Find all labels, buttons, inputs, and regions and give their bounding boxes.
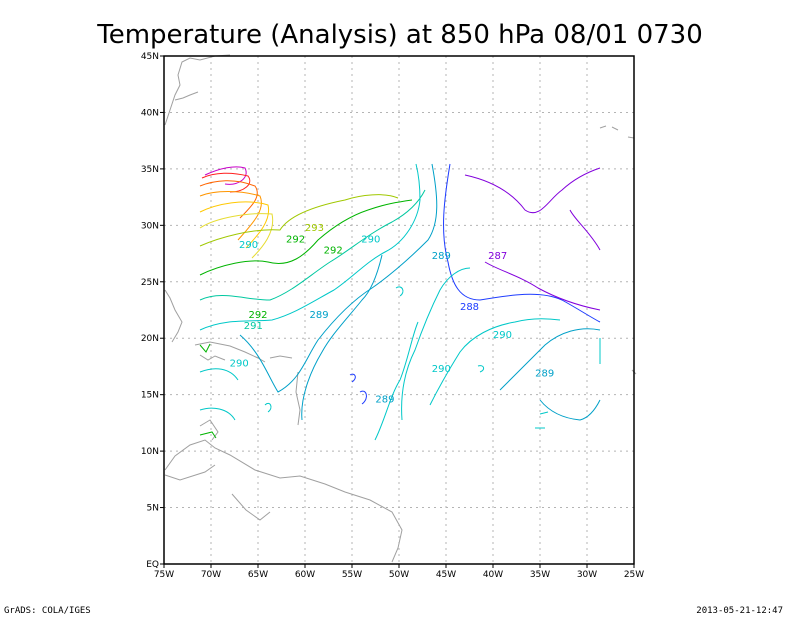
y-tick-label: 10N [141,447,159,457]
x-axis-ticks: 75W 70W 65W 60W 55W 50W 45W 40W 35W 30W 25W [154,564,644,580]
x-tick-label: 60W [295,570,315,580]
y-tick-label: 15N [141,391,159,401]
x-tick-label: 55W [342,570,362,580]
contour-label: 292 [248,310,267,321]
coastlines [164,54,637,563]
contour-label: 289 [310,310,329,321]
x-tick-label: 30W [577,570,597,580]
x-tick-label: 25W [624,570,644,580]
x-tick-label: 35W [530,570,550,580]
x-tick-label: 65W [248,570,268,580]
y-tick-label: 5N [147,504,159,514]
x-tick-label: 40W [483,570,503,580]
contour-label: 289 [375,395,394,406]
x-tick-label: 50W [389,570,409,580]
contour-label: 289 [535,369,554,380]
footer-left: GrADS: COLA/IGES [4,606,91,616]
contour-label: 290 [230,358,249,369]
x-tick-label: 70W [201,570,221,580]
y-tick-label: 45N [141,52,159,62]
contour-label: 291 [244,321,263,332]
contour-label: 293 [305,223,324,234]
y-tick-label: 35N [141,165,159,175]
x-tick-label: 45W [436,570,456,580]
contour-label: 290 [432,364,451,375]
contour-label: 290 [239,240,258,251]
y-tick-label: 20N [141,334,159,344]
footer-right: 2013-05-21-12:47 [696,606,783,616]
grid-lines [164,56,634,564]
contour-label: 292 [324,246,343,257]
y-tick-label: EQ [146,560,159,570]
y-tick-label: 25N [141,278,159,288]
x-tick-label: 75W [154,570,174,580]
y-tick-label: 30N [141,221,159,231]
y-tick-label: 40N [141,108,159,118]
contour-label: 288 [460,302,479,313]
chart-title: Temperature (Analysis) at 850 hPa 08/01 … [96,20,702,50]
contour-label: 289 [432,251,451,262]
contour-label: 290 [493,330,512,341]
contour-lines [199,163,601,441]
contour-label: 290 [361,234,380,245]
contour-label: 287 [488,251,507,262]
contour-label: 292 [286,234,305,245]
y-axis-ticks: EQ 5N 10N 15N 20N 25N 30N 35N 40N 45N [141,52,164,570]
